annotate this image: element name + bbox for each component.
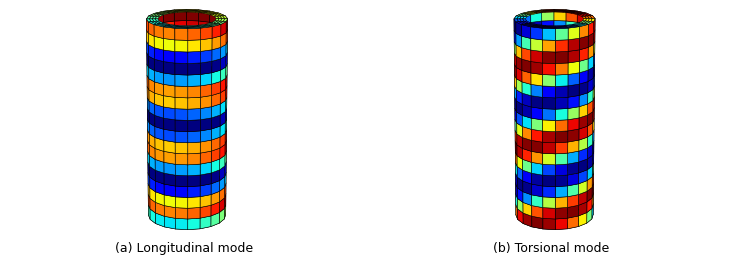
Text: (a) Longitudinal mode: (a) Longitudinal mode	[115, 242, 253, 255]
Text: (b) Torsional mode: (b) Torsional mode	[493, 242, 609, 255]
